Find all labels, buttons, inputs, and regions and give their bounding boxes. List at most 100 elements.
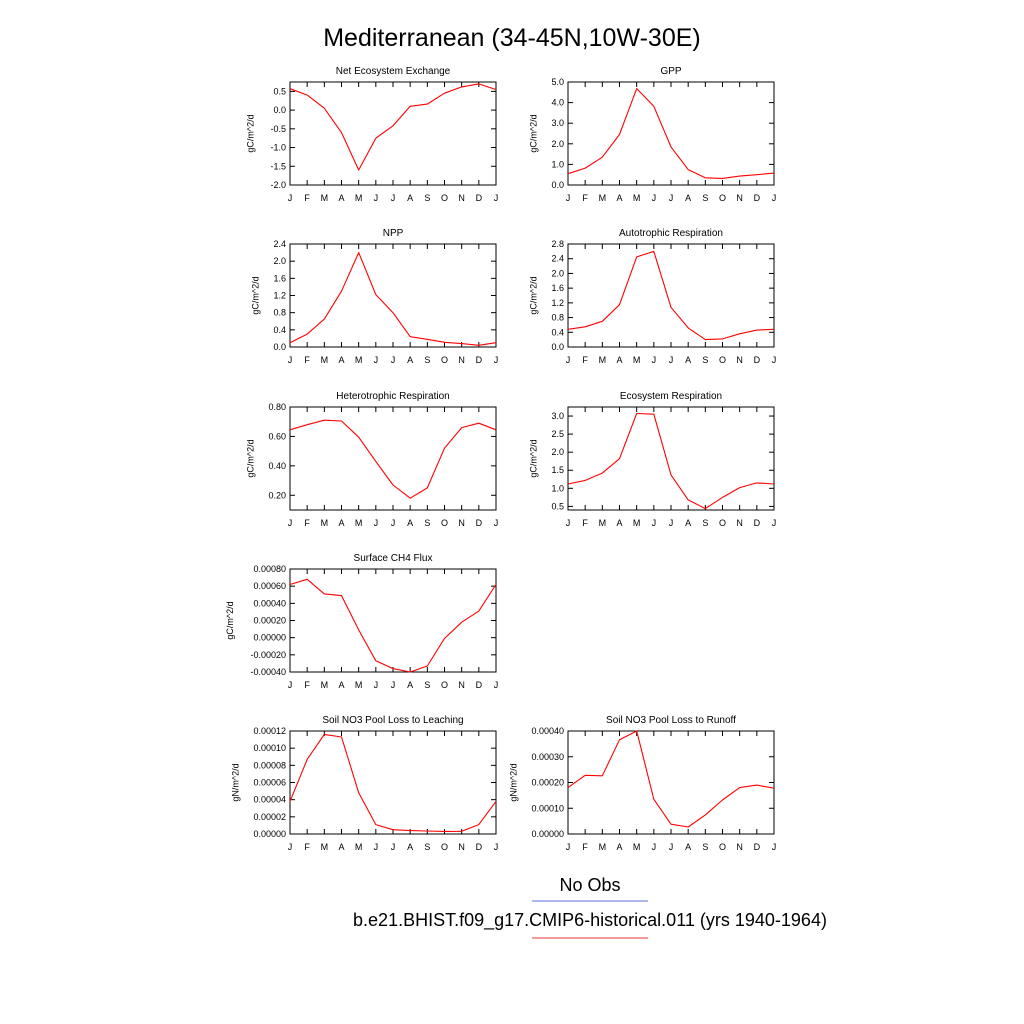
x-tick-label: A — [338, 842, 344, 852]
x-tick-label: F — [304, 518, 310, 528]
x-tick-label: J — [374, 842, 379, 852]
y-tick-label: -1.0 — [270, 143, 286, 153]
y-axis-label: gN/m^2/d — [508, 763, 518, 801]
legend-obs-label: No Obs — [559, 875, 620, 895]
x-tick-label: J — [391, 355, 396, 365]
x-tick-label: J — [288, 355, 293, 365]
x-tick-label: J — [652, 518, 657, 528]
y-tick-label: 2.0 — [273, 256, 286, 266]
y-tick-label: 0.00006 — [253, 778, 286, 788]
panel-title: Heterotrophic Respiration — [336, 391, 449, 402]
x-tick-label: N — [458, 842, 465, 852]
x-tick-label: J — [772, 518, 777, 528]
x-tick-label: J — [374, 680, 379, 690]
x-tick-label: A — [616, 355, 622, 365]
x-tick-label: O — [441, 193, 448, 203]
x-tick-label: M — [321, 355, 329, 365]
x-tick-label: A — [616, 842, 622, 852]
x-tick-label: J — [494, 518, 499, 528]
x-tick-label: M — [321, 842, 329, 852]
x-tick-label: O — [719, 355, 726, 365]
y-tick-label: -2.0 — [270, 180, 286, 190]
y-tick-label: 0.00012 — [253, 726, 286, 736]
y-tick-label: 1.6 — [551, 283, 564, 293]
x-tick-label: J — [494, 842, 499, 852]
series-line — [289, 578, 497, 673]
y-tick-label: 2.4 — [551, 254, 564, 264]
plot-frame — [567, 243, 775, 348]
series-line — [289, 419, 497, 499]
plot-frame — [289, 243, 497, 348]
y-tick-label: 1.5 — [551, 465, 564, 475]
x-tick-label: N — [458, 680, 465, 690]
x-tick-label: N — [458, 193, 465, 203]
y-tick-label: 2.0 — [551, 447, 564, 457]
x-tick-label: D — [476, 193, 483, 203]
panel-title: Soil NO3 Pool Loss to Leaching — [322, 715, 463, 726]
x-tick-label: O — [441, 842, 448, 852]
x-tick-label: O — [719, 193, 726, 203]
x-tick-label: M — [355, 842, 363, 852]
y-axis-label: gC/m^2/d — [246, 114, 256, 152]
y-tick-label: 2.8 — [551, 239, 564, 249]
series-line — [567, 88, 775, 179]
y-tick-label: 0.00040 — [253, 598, 286, 608]
panel-title: Autotrophic Respiration — [619, 228, 723, 239]
x-tick-label: N — [458, 355, 465, 365]
x-tick-label: J — [669, 193, 674, 203]
legend-model-label: b.e21.BHIST.f09_g17.CMIP6-historical.011… — [353, 910, 827, 931]
y-tick-label: 0.4 — [273, 325, 286, 335]
x-tick-label: A — [685, 518, 691, 528]
x-tick-label: J — [566, 193, 571, 203]
legend: No Obs b.e21.BHIST.f09_g17.CMIP6-histori… — [353, 875, 827, 939]
y-tick-label: 2.0 — [551, 139, 564, 149]
y-tick-label: 0.00004 — [253, 795, 286, 805]
x-tick-label: M — [633, 355, 641, 365]
y-tick-label: 0.0 — [273, 342, 286, 352]
x-tick-label: J — [494, 680, 499, 690]
x-tick-label: J — [374, 355, 379, 365]
x-tick-label: S — [424, 193, 430, 203]
y-tick-label: 0.00080 — [253, 564, 286, 574]
x-tick-label: A — [407, 518, 413, 528]
y-tick-label: 0.00008 — [253, 760, 286, 770]
x-tick-label: M — [355, 680, 363, 690]
x-tick-label: F — [582, 355, 588, 365]
y-tick-label: 4.0 — [551, 98, 564, 108]
y-tick-label: 0.5 — [551, 501, 564, 511]
y-tick-label: 0.00000 — [531, 829, 564, 839]
y-axis-label: gC/m^2/d — [529, 114, 539, 152]
plot-frame — [289, 81, 497, 186]
y-tick-label: 2.4 — [273, 239, 286, 249]
y-tick-label: 0.00010 — [253, 743, 286, 753]
x-tick-label: A — [407, 842, 413, 852]
series-line — [289, 733, 497, 832]
x-tick-label: M — [633, 518, 641, 528]
x-tick-label: J — [288, 842, 293, 852]
x-tick-label: M — [599, 842, 607, 852]
y-axis-label: gN/m^2/d — [230, 763, 240, 801]
x-tick-label: S — [424, 518, 430, 528]
series-line — [567, 250, 775, 341]
y-tick-label: 2.0 — [551, 268, 564, 278]
y-tick-label: 0.00002 — [253, 812, 286, 822]
x-tick-label: S — [424, 355, 430, 365]
x-tick-label: N — [736, 842, 743, 852]
y-tick-label: -0.00040 — [250, 667, 286, 677]
plot-frame — [567, 730, 775, 835]
y-tick-label: -0.5 — [270, 124, 286, 134]
x-tick-label: J — [669, 518, 674, 528]
x-tick-label: D — [754, 842, 761, 852]
x-tick-label: M — [633, 193, 641, 203]
y-tick-label: 5.0 — [551, 77, 564, 87]
x-tick-label: J — [374, 518, 379, 528]
y-tick-label: 0.00000 — [253, 829, 286, 839]
y-tick-label: 0.00010 — [531, 803, 564, 813]
x-tick-label: D — [754, 355, 761, 365]
x-tick-label: J — [391, 680, 396, 690]
x-tick-label: D — [754, 193, 761, 203]
y-tick-label: 0.20 — [268, 490, 286, 500]
x-tick-label: J — [494, 355, 499, 365]
